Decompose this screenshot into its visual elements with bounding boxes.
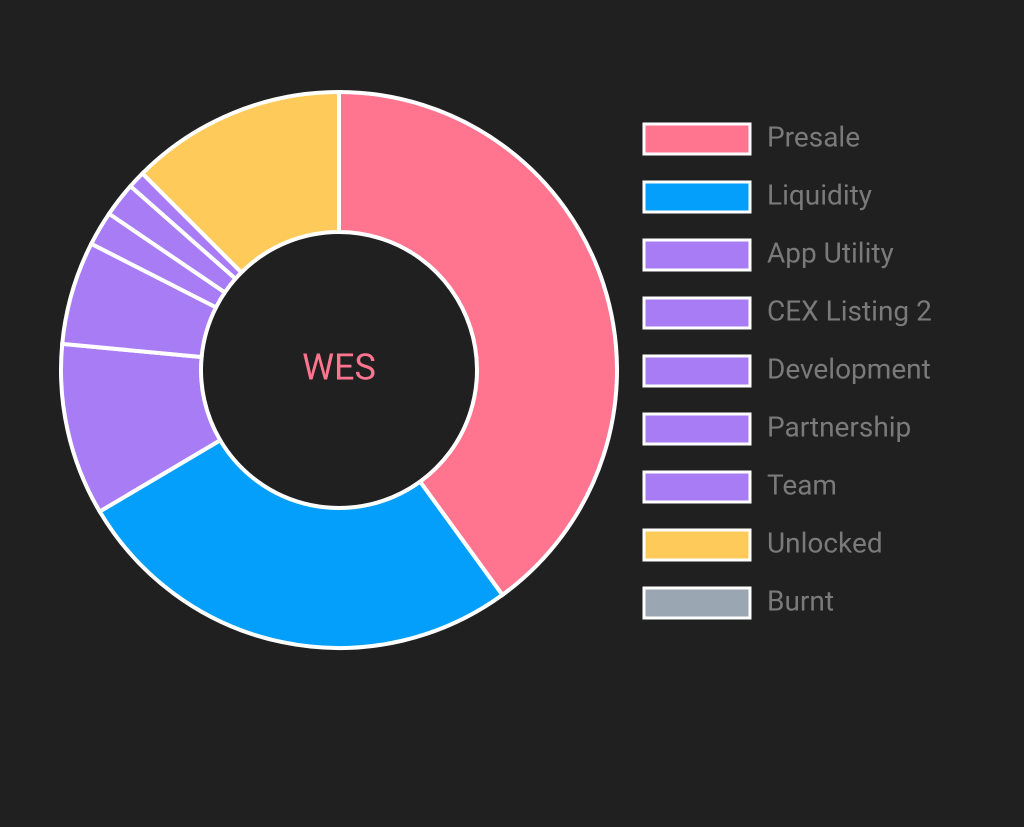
legend-swatch: [642, 122, 752, 156]
legend-label: CEX Listing 2: [767, 294, 932, 327]
legend-swatch: [642, 296, 752, 330]
legend-swatch: [642, 238, 752, 272]
legend-label: Presale: [767, 120, 860, 153]
slice: [337, 89, 619, 598]
legend-swatch: [642, 528, 752, 562]
legend-swatch: [642, 586, 752, 620]
legend-label: Partnership: [767, 410, 911, 443]
legend-swatch: [642, 412, 752, 446]
legend-swatch: [642, 470, 752, 504]
legend-label: Burnt: [767, 584, 834, 617]
slice: [96, 437, 506, 650]
legend-swatch: [642, 354, 752, 388]
legend-label: Development: [767, 352, 931, 385]
legend-swatch: [642, 180, 752, 214]
slice: [139, 89, 341, 276]
legend-label: Unlocked: [767, 526, 883, 559]
legend-label: Liquidity: [767, 178, 872, 211]
center-label: WES: [302, 347, 376, 389]
legend-label: App Utility: [767, 236, 894, 269]
legend-label: Team: [767, 468, 837, 501]
